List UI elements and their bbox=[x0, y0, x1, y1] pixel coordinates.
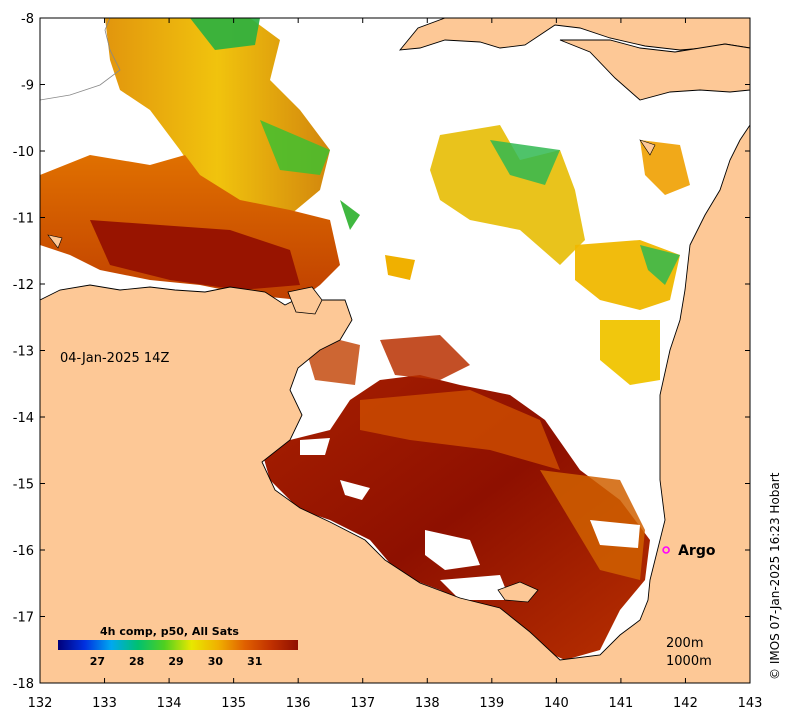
isobath-line bbox=[40, 18, 121, 101]
isobath-200m-label: 200m bbox=[666, 636, 703, 651]
colorbar-tick-label: 31 bbox=[247, 655, 262, 668]
x-tick-label: 134 bbox=[157, 696, 182, 711]
colorbar-tick-label: 28 bbox=[129, 655, 144, 668]
y-tick-label: -12 bbox=[13, 278, 34, 293]
y-tick-label: -13 bbox=[13, 345, 34, 360]
land bbox=[40, 18, 750, 683]
y-tick-label: -11 bbox=[13, 212, 34, 227]
marker-layer: Argo bbox=[662, 543, 716, 559]
y-tick-label: -9 bbox=[21, 79, 34, 94]
y-tick-label: -15 bbox=[13, 478, 34, 493]
colorbar: 4h comp, p50, All Sats 27 28 29 30 31 bbox=[58, 625, 298, 668]
colorbar-gradient bbox=[58, 640, 298, 650]
argo-marker-label: Argo bbox=[678, 543, 716, 559]
y-tick-label: -18 bbox=[13, 677, 34, 692]
x-tick-label: 138 bbox=[415, 696, 440, 711]
credit-text: © IMOS 07-Jan-2025 16:23 Hobart bbox=[768, 472, 782, 680]
x-tick-label: 132 bbox=[28, 696, 53, 711]
colorbar-title: 4h comp, p50, All Sats bbox=[100, 625, 239, 638]
colorbar-ticks: 27 28 29 30 31 bbox=[90, 655, 263, 668]
y-tick-label: -10 bbox=[13, 145, 34, 160]
y-tick-label: -14 bbox=[13, 411, 34, 426]
y-tick-label: -16 bbox=[13, 544, 34, 559]
isobath-1000m-label: 1000m bbox=[666, 654, 712, 669]
colorbar-tick-label: 27 bbox=[90, 655, 105, 668]
x-axis: 132 133 134 135 136 137 138 139 140 141 142 143 bbox=[28, 18, 763, 711]
x-tick-label: 135 bbox=[221, 696, 246, 711]
x-tick-label: 136 bbox=[286, 696, 311, 711]
y-tick-label: -8 bbox=[21, 12, 34, 27]
colorbar-tick-label: 29 bbox=[168, 655, 183, 668]
x-tick-label: 143 bbox=[738, 696, 763, 711]
x-tick-label: 141 bbox=[608, 696, 633, 711]
sst-field bbox=[40, 18, 690, 660]
colorbar-tick-label: 30 bbox=[208, 655, 224, 668]
x-tick-label: 133 bbox=[92, 696, 117, 711]
x-tick-label: 142 bbox=[673, 696, 698, 711]
argo-marker-icon[interactable] bbox=[662, 546, 670, 554]
timestamp-label: 04-Jan-2025 14Z bbox=[60, 351, 169, 366]
x-tick-label: 139 bbox=[479, 696, 504, 711]
y-axis: -8 -9 -10 -11 -12 -13 -14 -15 -16 -17 -18 bbox=[13, 12, 750, 692]
x-tick-label: 140 bbox=[544, 696, 569, 711]
y-tick-label: -17 bbox=[13, 611, 34, 626]
x-tick-label: 137 bbox=[350, 696, 375, 711]
